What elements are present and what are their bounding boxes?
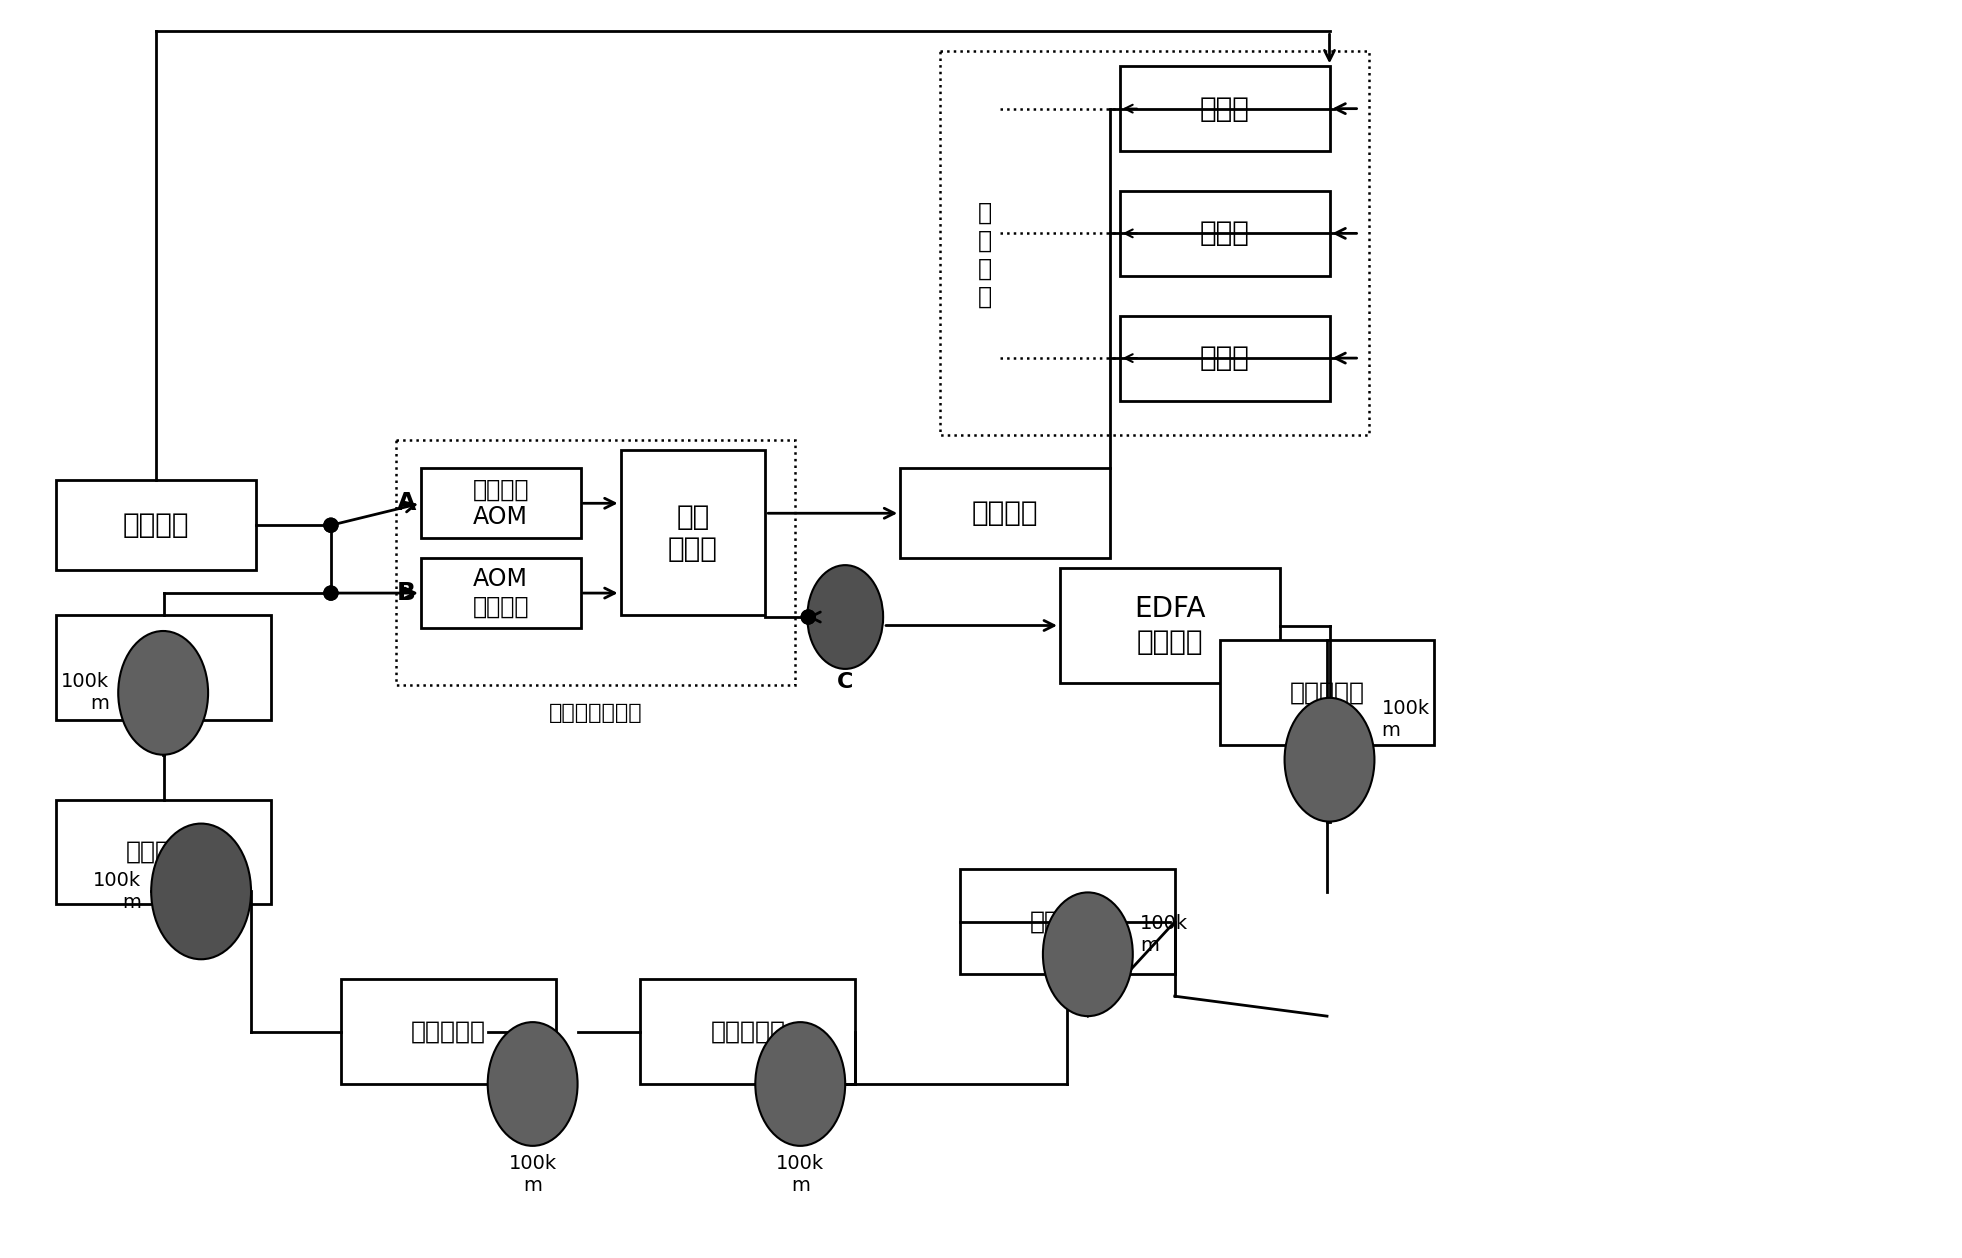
Text: 混合放大器: 混合放大器: [126, 655, 202, 679]
Text: 100k
m: 100k m: [92, 871, 141, 912]
Bar: [396, 440, 795, 684]
Bar: [959, 869, 1175, 974]
Circle shape: [324, 586, 337, 600]
Text: 混合放大器: 混合放大器: [1289, 681, 1364, 704]
Text: 混合放大器: 混合放大器: [410, 1020, 487, 1044]
Circle shape: [324, 518, 337, 532]
Bar: [57, 800, 271, 905]
Text: AOM
传输开关: AOM 传输开关: [473, 567, 530, 619]
Text: 100k
m: 100k m: [1140, 913, 1187, 955]
Ellipse shape: [755, 1023, 846, 1146]
Text: 100k
m: 100k m: [777, 1154, 824, 1195]
Bar: [940, 52, 1369, 435]
Text: 环路控制子系统: 环路控制子系统: [549, 703, 642, 723]
Circle shape: [324, 586, 337, 600]
Text: 光谱仪: 光谱仪: [1199, 219, 1250, 248]
Text: 100k
m: 100k m: [1381, 699, 1430, 740]
Bar: [1120, 191, 1330, 276]
Bar: [420, 559, 581, 628]
Text: EDFA
放大节点: EDFA 放大节点: [1134, 595, 1205, 655]
Ellipse shape: [806, 565, 883, 669]
Text: 误码仪: 误码仪: [1199, 94, 1250, 122]
Circle shape: [324, 518, 337, 532]
Bar: [1059, 569, 1279, 683]
Text: 发射单元: 发射单元: [124, 511, 190, 540]
Text: A: A: [396, 492, 416, 516]
Text: 门
控
信
号: 门 控 信 号: [977, 201, 993, 308]
Bar: [1120, 316, 1330, 400]
Text: 混合放大器: 混合放大器: [1030, 910, 1105, 933]
Text: 混合放大器: 混合放大器: [126, 840, 202, 864]
Bar: [901, 468, 1110, 559]
Bar: [57, 615, 271, 720]
Bar: [1220, 640, 1434, 745]
Text: 100k
m: 100k m: [508, 1154, 557, 1195]
Circle shape: [800, 610, 816, 624]
Ellipse shape: [1044, 892, 1132, 1016]
Text: 接收单元: 接收单元: [971, 499, 1038, 527]
Bar: [57, 481, 255, 570]
Bar: [341, 979, 555, 1084]
Text: 混合放大器: 混合放大器: [710, 1020, 785, 1044]
Ellipse shape: [489, 1023, 577, 1146]
Text: 100k
m: 100k m: [61, 672, 110, 713]
Text: 宽带
耦合器: 宽带 耦合器: [667, 502, 718, 562]
Text: C: C: [838, 672, 853, 692]
Bar: [420, 468, 581, 538]
Ellipse shape: [151, 824, 251, 960]
Ellipse shape: [1285, 698, 1375, 821]
Bar: [620, 450, 765, 615]
Circle shape: [800, 610, 816, 624]
Bar: [1120, 67, 1330, 151]
Text: 加载开关
AOM: 加载开关 AOM: [473, 477, 530, 530]
Text: 眼图仪: 眼图仪: [1199, 345, 1250, 372]
Ellipse shape: [118, 632, 208, 755]
Text: B: B: [396, 581, 416, 605]
Bar: [640, 979, 855, 1084]
